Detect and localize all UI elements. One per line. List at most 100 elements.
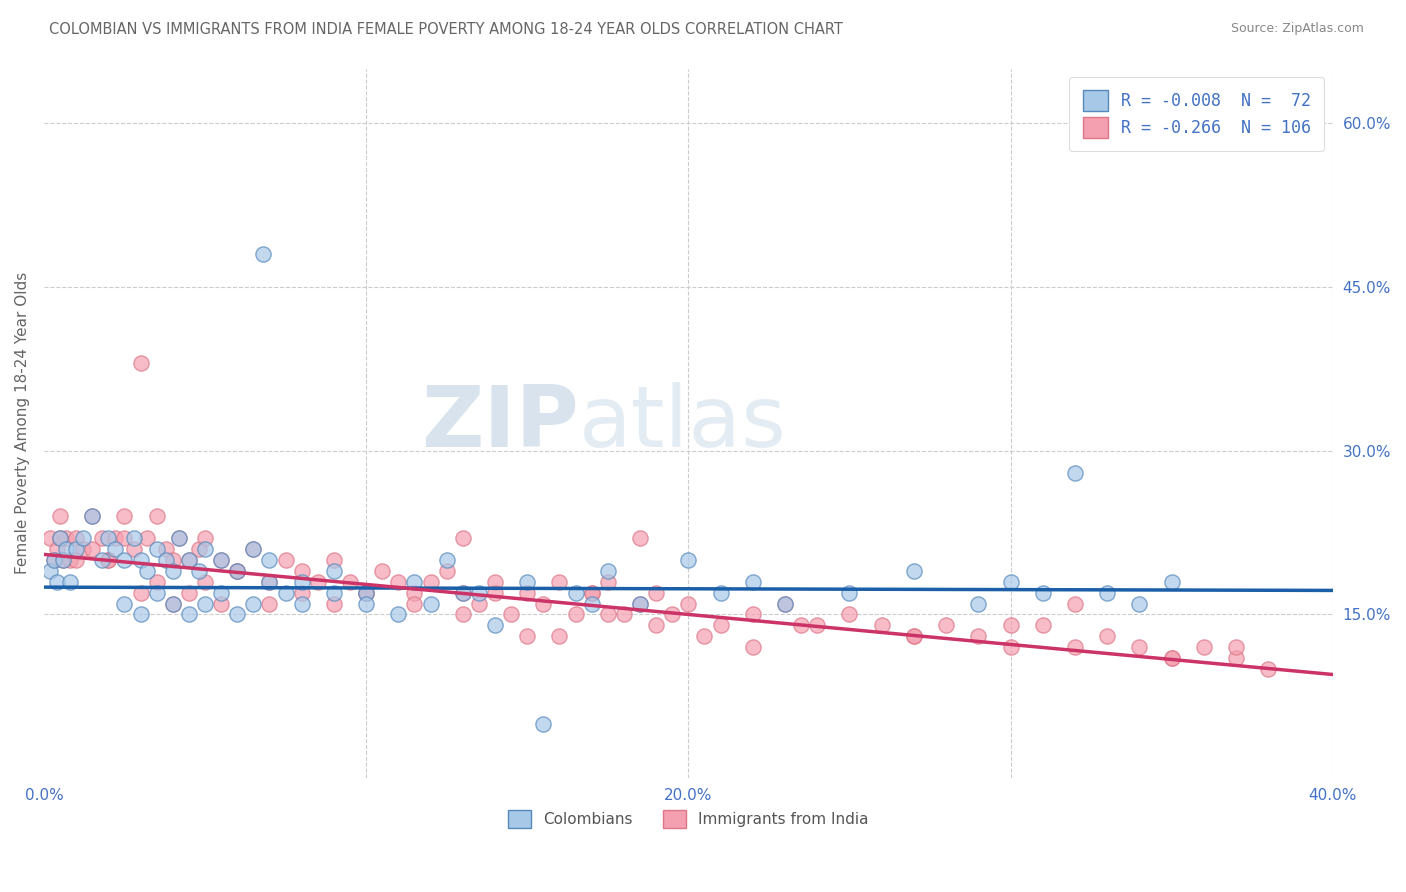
Point [162, 597, 184, 611]
Point [52, 553, 75, 567]
Point [387, 574, 409, 589]
Point [451, 531, 474, 545]
Point [307, 574, 329, 589]
Point [167, 531, 190, 545]
Point [259, 553, 281, 567]
Point [49, 509, 72, 524]
Text: ZIP: ZIP [420, 382, 579, 465]
Point [242, 541, 264, 556]
Point [1064, 640, 1087, 655]
Point [322, 585, 344, 599]
Point [468, 597, 491, 611]
Point [72, 531, 94, 545]
Point [39, 531, 62, 545]
Point [967, 629, 990, 643]
Point [82, 509, 104, 524]
Point [1160, 651, 1182, 665]
Point [516, 629, 538, 643]
Point [564, 585, 586, 599]
Point [1128, 597, 1150, 611]
Point [1257, 662, 1279, 676]
Point [291, 564, 314, 578]
Point [1000, 640, 1022, 655]
Point [177, 585, 200, 599]
Point [1032, 585, 1054, 599]
Point [167, 531, 190, 545]
Point [187, 541, 209, 556]
Point [1000, 618, 1022, 632]
Point [65, 531, 87, 545]
Point [741, 574, 763, 589]
Point [226, 564, 249, 578]
Point [709, 585, 731, 599]
Point [114, 553, 136, 567]
Point [226, 607, 249, 622]
Point [548, 629, 571, 643]
Point [1225, 651, 1247, 665]
Point [162, 597, 184, 611]
Point [741, 640, 763, 655]
Point [645, 618, 668, 632]
Point [226, 564, 249, 578]
Point [548, 574, 571, 589]
Point [122, 531, 145, 545]
Point [451, 585, 474, 599]
Point [404, 597, 426, 611]
Point [709, 618, 731, 632]
Point [209, 585, 232, 599]
Point [1128, 640, 1150, 655]
Point [209, 553, 232, 567]
Point [935, 618, 957, 632]
Point [55, 531, 77, 545]
Point [136, 564, 159, 578]
Point [162, 564, 184, 578]
Point [484, 618, 506, 632]
Point [129, 607, 152, 622]
Point [436, 553, 458, 567]
Point [628, 597, 651, 611]
Text: COLOMBIAN VS IMMIGRANTS FROM INDIA FEMALE POVERTY AMONG 18-24 YEAR OLDS CORRELAT: COLOMBIAN VS IMMIGRANTS FROM INDIA FEMAL… [49, 22, 844, 37]
Point [903, 629, 925, 643]
Point [419, 574, 441, 589]
Point [136, 531, 159, 545]
Point [354, 585, 377, 599]
Point [870, 618, 893, 632]
Point [145, 541, 167, 556]
Point [404, 574, 426, 589]
Point [45, 541, 67, 556]
Point [177, 553, 200, 567]
Text: Source: ZipAtlas.com: Source: ZipAtlas.com [1230, 22, 1364, 36]
Point [354, 585, 377, 599]
Point [1064, 597, 1087, 611]
Point [678, 597, 700, 611]
Point [114, 509, 136, 524]
Point [354, 597, 377, 611]
Point [177, 553, 200, 567]
Point [194, 531, 217, 545]
Point [806, 618, 828, 632]
Point [291, 574, 314, 589]
Point [97, 553, 120, 567]
Point [516, 574, 538, 589]
Point [242, 597, 264, 611]
Point [322, 553, 344, 567]
Point [65, 553, 87, 567]
Point [564, 607, 586, 622]
Point [581, 597, 603, 611]
Point [104, 541, 127, 556]
Point [97, 531, 120, 545]
Point [145, 574, 167, 589]
Point [322, 597, 344, 611]
Point [484, 574, 506, 589]
Point [122, 541, 145, 556]
Point [226, 564, 249, 578]
Point [72, 541, 94, 556]
Point [252, 247, 274, 261]
Point [581, 585, 603, 599]
Point [59, 553, 82, 567]
Point [790, 618, 813, 632]
Point [52, 553, 75, 567]
Point [531, 716, 554, 731]
Point [49, 531, 72, 545]
Point [903, 564, 925, 578]
